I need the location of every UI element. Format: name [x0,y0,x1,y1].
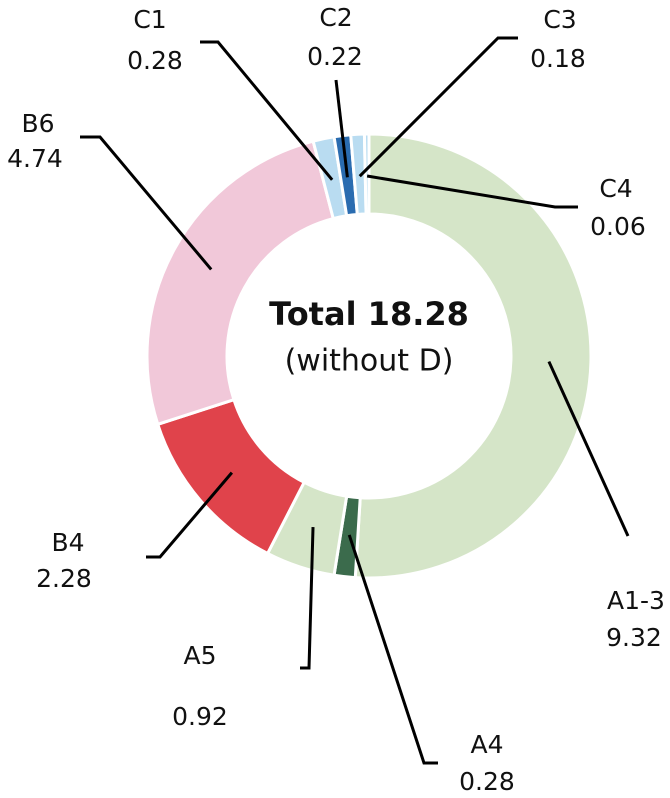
leader-line [300,527,315,670]
donut-slice [145,139,336,427]
slice-value: 2.28 [36,564,92,593]
slice-label: A5 [183,641,216,670]
leader-line [200,40,334,181]
leader-line [347,534,438,765]
slice-label: B4 [51,528,84,557]
leader-line [366,174,578,209]
donut-slice [362,132,371,216]
slice-value: 0.18 [530,44,586,73]
slice-value: 9.32 [606,623,662,652]
slice-label: A1-3 [607,586,665,615]
donut-slice [353,132,593,580]
leader-line [334,79,349,178]
slice-label: B6 [21,109,54,138]
slice-value: 0.28 [459,767,515,796]
slice-label: C3 [543,5,576,34]
leader-line [547,360,630,537]
slice-label: C2 [319,3,352,32]
slice-value: 0.28 [127,46,183,75]
slice-label: A4 [470,730,503,759]
slice-value: 0.92 [172,702,228,731]
slice-label: C4 [599,174,632,203]
slice-value: 4.74 [7,144,63,173]
slice-value: 0.06 [590,212,646,241]
leader-line [80,135,213,271]
slice-label: C1 [133,5,166,34]
leader-line [358,36,518,178]
center-title: Total 18.28 [269,295,469,333]
center-subtitle: (without D) [285,344,454,379]
slice-value: 0.22 [307,42,363,71]
leader-line [146,471,234,559]
